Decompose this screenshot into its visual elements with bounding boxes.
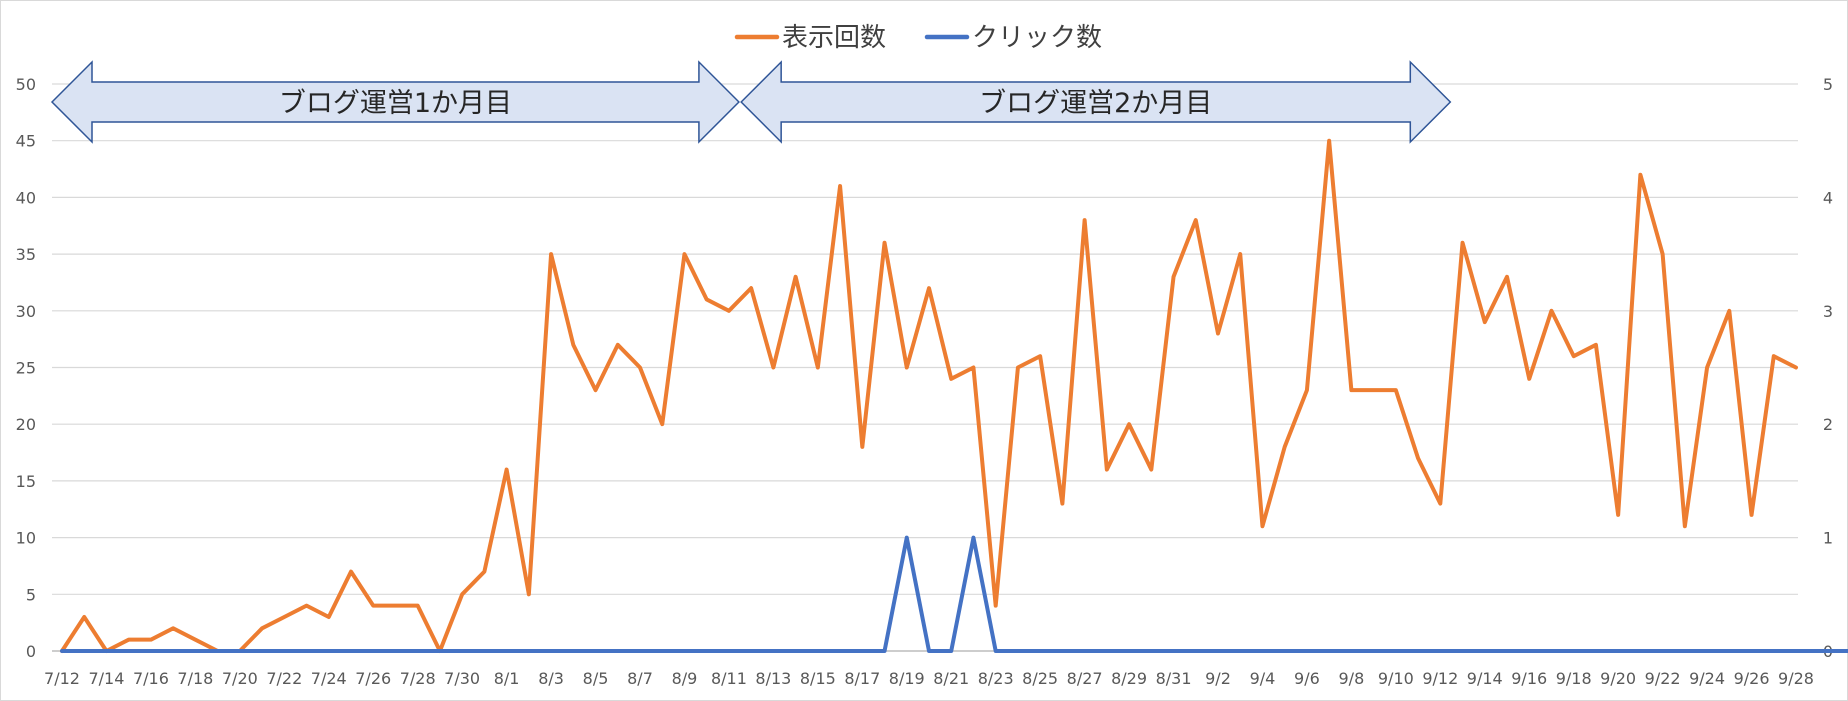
x-tick-label: 9/20 (1600, 669, 1636, 688)
x-tick-label: 9/16 (1511, 669, 1547, 688)
series-line-0 (60, 138, 1798, 653)
x-tick-label: 9/10 (1378, 669, 1414, 688)
y-left-tick-label: 50 (16, 75, 36, 94)
period-arrow (50, 60, 740, 144)
x-tick-label: 9/4 (1250, 669, 1276, 688)
legend-label: クリック数 (972, 23, 1102, 53)
series-lines (60, 138, 1848, 653)
x-tick-label: 8/3 (538, 669, 564, 688)
x-tick-label: 9/18 (1556, 669, 1592, 688)
x-axis-tick-labels: 7/12 7/14 7/16 7/18 7/20 7/22 7/24 7/26 7/28 7/30… (44, 669, 1814, 688)
x-tick-label: 8/21 (933, 669, 969, 688)
x-tick-label: 9/2 (1205, 669, 1231, 688)
x-tick-label: 8/13 (755, 669, 791, 688)
x-tick-label: 7/14 (88, 669, 124, 688)
x-tick-label: 7/28 (400, 669, 436, 688)
x-tick-label: 8/29 (1111, 669, 1147, 688)
x-tick-label: 8/17 (844, 669, 880, 688)
y-right-tick-label: 3 (1823, 302, 1833, 321)
x-tick-label: 8/15 (800, 669, 836, 688)
x-tick-label: 9/14 (1467, 669, 1503, 688)
x-tick-label: 7/12 (44, 669, 80, 688)
y-left-tick-label: 10 (16, 529, 36, 548)
y-right-tick-label: 5 (1823, 75, 1833, 94)
x-tick-label: 8/9 (672, 669, 698, 688)
y-left-tick-label: 40 (16, 188, 36, 207)
y-left-tick-label: 25 (16, 359, 36, 378)
y-left-tick-label: 15 (16, 472, 36, 491)
y-right-tick-label: 2 (1823, 415, 1833, 434)
x-tick-label: 7/22 (266, 669, 302, 688)
y-right-tick-label: 4 (1823, 188, 1833, 207)
series-line-1 (60, 535, 1848, 653)
x-tick-label: 8/11 (711, 669, 747, 688)
legend-label: 表示回数 (782, 23, 886, 53)
x-tick-label: 8/23 (978, 669, 1014, 688)
period-annotations: ブログ運営1か月目 ブログ運営2か月目 (50, 60, 1452, 144)
x-tick-label: 8/19 (889, 669, 925, 688)
legend: 表示回数 クリック数 (734, 23, 1102, 53)
x-tick-label: 9/12 (1422, 669, 1458, 688)
left-axis-tick-labels: 0 5 10 15 20 25 30 35 40 45 50 (16, 75, 36, 661)
period-label: ブログ運営1か月目 (279, 88, 512, 119)
y-left-tick-label: 45 (16, 132, 36, 151)
x-tick-label: 9/28 (1778, 669, 1814, 688)
x-tick-label: 8/5 (583, 669, 609, 688)
x-tick-label: 7/30 (444, 669, 480, 688)
y-left-tick-label: 35 (16, 245, 36, 264)
x-tick-label: 9/6 (1294, 669, 1320, 688)
x-tick-label: 8/1 (494, 669, 520, 688)
y-left-tick-label: 20 (16, 415, 36, 434)
x-tick-label: 7/26 (355, 669, 391, 688)
x-tick-label: 8/31 (1156, 669, 1192, 688)
x-tick-label: 8/27 (1067, 669, 1103, 688)
x-tick-label: 9/8 (1339, 669, 1365, 688)
y-left-tick-label: 0 (26, 642, 36, 661)
x-tick-label: 7/24 (311, 669, 347, 688)
x-tick-label: 9/26 (1734, 669, 1770, 688)
x-tick-label: 8/25 (1022, 669, 1058, 688)
x-tick-label: 9/24 (1689, 669, 1725, 688)
x-tick-label: 8/7 (627, 669, 653, 688)
y-right-tick-label: 1 (1823, 529, 1833, 548)
x-tick-label: 7/16 (133, 669, 169, 688)
x-tick-label: 7/20 (222, 669, 258, 688)
y-left-tick-label: 30 (16, 302, 36, 321)
x-tick-label: 9/22 (1645, 669, 1681, 688)
period-arrow (740, 60, 1452, 144)
y-left-tick-label: 5 (26, 585, 36, 604)
period-label: ブログ運営2か月目 (979, 88, 1212, 119)
x-tick-label: 7/18 (177, 669, 213, 688)
